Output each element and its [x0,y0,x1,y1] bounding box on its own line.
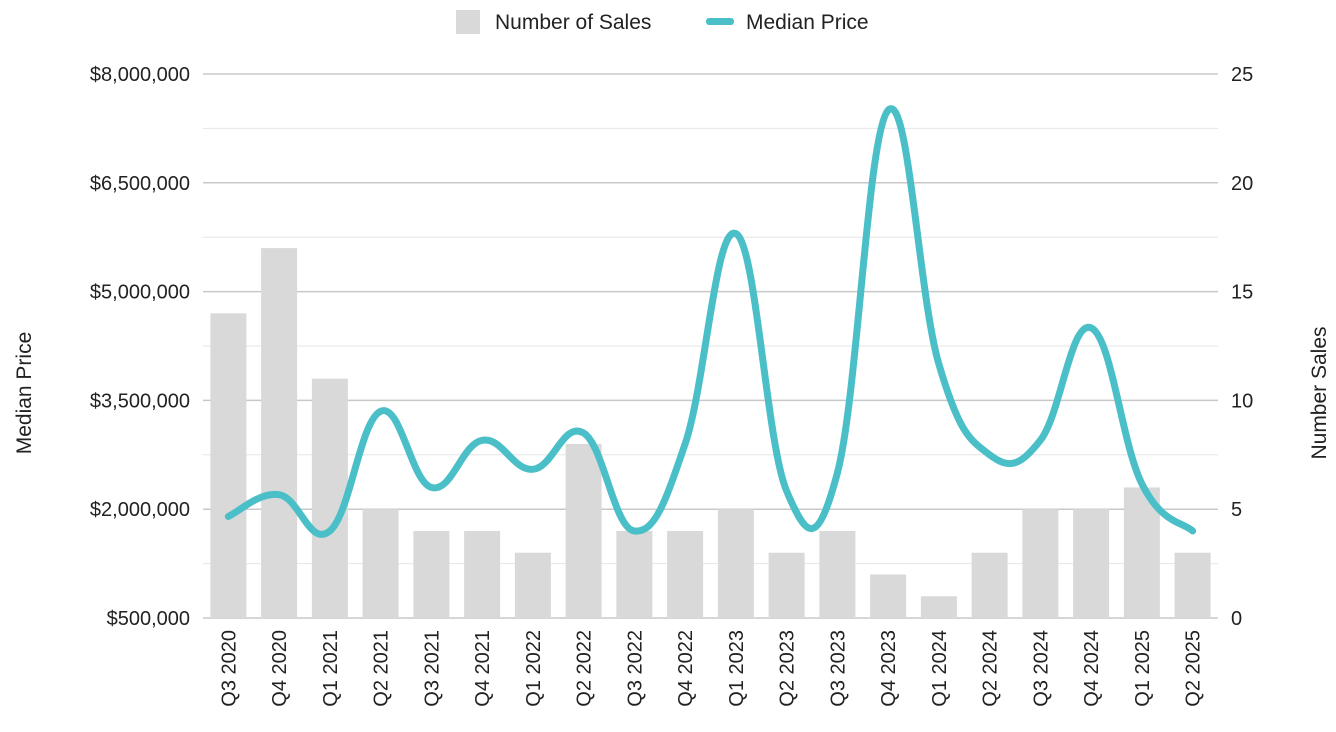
legend-label-price: Median Price [746,11,869,34]
legend-swatch-sales [456,10,480,34]
bar [1123,487,1160,618]
x-tick-label: Q1 2021 [320,630,342,707]
left-tick-label: $6,500,000 [90,173,190,195]
bar-series [210,248,1211,618]
bar [210,313,247,618]
bar [413,530,450,618]
right-axis-title: Number Sales [1308,326,1331,459]
left-tick-label: $8,000,000 [90,64,190,86]
bar [920,596,957,618]
bar [565,443,602,618]
line-series [224,105,1197,538]
x-tick-label: Q4 2021 [472,630,494,707]
right-tick-label: 0 [1231,608,1242,630]
x-tick-label: Q1 2025 [1132,630,1154,707]
bar [717,509,754,618]
bar [667,530,704,618]
left-tick-label: $500,000 [107,608,190,630]
legend-label-sales: Number of Sales [495,11,651,34]
bar [311,378,348,618]
x-tick-label: Q4 2020 [269,630,291,707]
x-tick-label: Q4 2024 [1081,630,1103,707]
bar [464,530,501,618]
right-axis-ticks: 25 20 15 10 5 0 [1231,64,1253,630]
x-tick-label: Q1 2023 [726,630,748,707]
bar [261,248,298,618]
x-tick-label: Q4 2023 [878,630,900,707]
x-tick-label: Q3 2023 [827,630,849,707]
right-tick-label: 5 [1231,499,1242,521]
x-tick-label: Q3 2021 [421,630,443,707]
x-tick-label: Q1 2024 [929,630,951,707]
bar [362,509,399,618]
x-tick-label: Q2 2022 [574,630,596,707]
x-tick-label: Q3 2024 [1030,630,1052,707]
bar [616,530,653,618]
gridlines [203,73,1218,619]
x-tick-label: Q2 2023 [777,630,799,707]
right-tick-label: 20 [1231,173,1253,195]
x-tick-label: Q2 2021 [371,630,393,707]
bar [514,552,551,618]
left-tick-label: $3,500,000 [90,390,190,412]
median-price-line [224,105,1197,538]
left-tick-label: $5,000,000 [90,282,190,304]
x-tick-label: Q2 2025 [1183,630,1205,707]
left-axis-ticks: $8,000,000 $6,500,000 $5,000,000 $3,500,000… [90,64,190,630]
x-tick-label: Q3 2020 [218,630,240,707]
left-tick-label: $2,000,000 [90,499,190,521]
bar [870,574,907,618]
legend: Number of Sales Median Price [456,10,869,34]
x-tick-label: Q1 2022 [523,630,545,707]
bar [1073,509,1110,618]
bar [819,530,856,618]
x-tick-label: Q4 2022 [675,630,697,707]
bar [971,552,1008,618]
x-tick-label: Q3 2022 [624,630,646,707]
bar [768,552,805,618]
right-tick-label: 25 [1231,64,1253,86]
legend-swatch-price [706,18,734,25]
right-tick-label: 10 [1231,390,1253,412]
bar [1022,509,1059,618]
bar [1174,552,1211,618]
x-axis-ticks: Q3 2020 Q4 2020 Q1 2021 Q2 2021 Q3 2021 Q4 20… [218,630,1204,707]
x-tick-label: Q2 2024 [980,630,1002,707]
left-axis-title: Median Price [13,332,36,455]
right-tick-label: 15 [1231,282,1253,304]
